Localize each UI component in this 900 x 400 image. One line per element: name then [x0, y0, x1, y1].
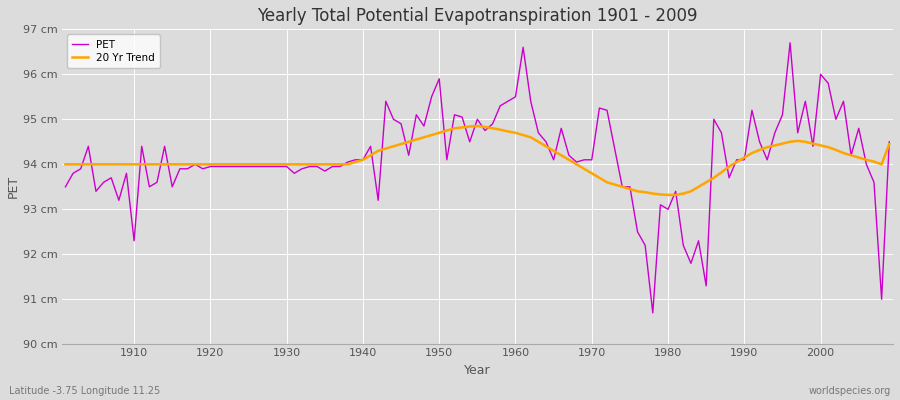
20 Yr Trend	[662, 192, 673, 197]
20 Yr Trend	[289, 162, 300, 167]
PET	[289, 171, 300, 176]
PET	[785, 40, 796, 45]
20 Yr Trend	[518, 133, 528, 138]
Y-axis label: PET: PET	[7, 175, 20, 198]
PET	[122, 171, 132, 176]
PET	[502, 99, 513, 104]
Text: worldspecies.org: worldspecies.org	[809, 386, 891, 396]
20 Yr Trend	[472, 124, 482, 128]
20 Yr Trend	[335, 162, 346, 167]
PET	[335, 164, 346, 169]
PET	[510, 94, 521, 99]
Legend: PET, 20 Yr Trend: PET, 20 Yr Trend	[67, 34, 160, 68]
X-axis label: Year: Year	[464, 364, 491, 377]
PET	[884, 139, 895, 144]
PET	[601, 108, 612, 113]
PET	[647, 310, 658, 315]
Line: 20 Yr Trend: 20 Yr Trend	[66, 126, 889, 195]
PET	[60, 184, 71, 189]
Title: Yearly Total Potential Evapotranspiration 1901 - 2009: Yearly Total Potential Evapotranspiratio…	[257, 7, 698, 25]
Text: Latitude -3.75 Longitude 11.25: Latitude -3.75 Longitude 11.25	[9, 386, 160, 396]
20 Yr Trend	[510, 130, 521, 135]
20 Yr Trend	[60, 162, 71, 167]
20 Yr Trend	[884, 142, 895, 146]
Line: PET: PET	[66, 43, 889, 313]
20 Yr Trend	[609, 182, 620, 187]
20 Yr Trend	[122, 162, 132, 167]
